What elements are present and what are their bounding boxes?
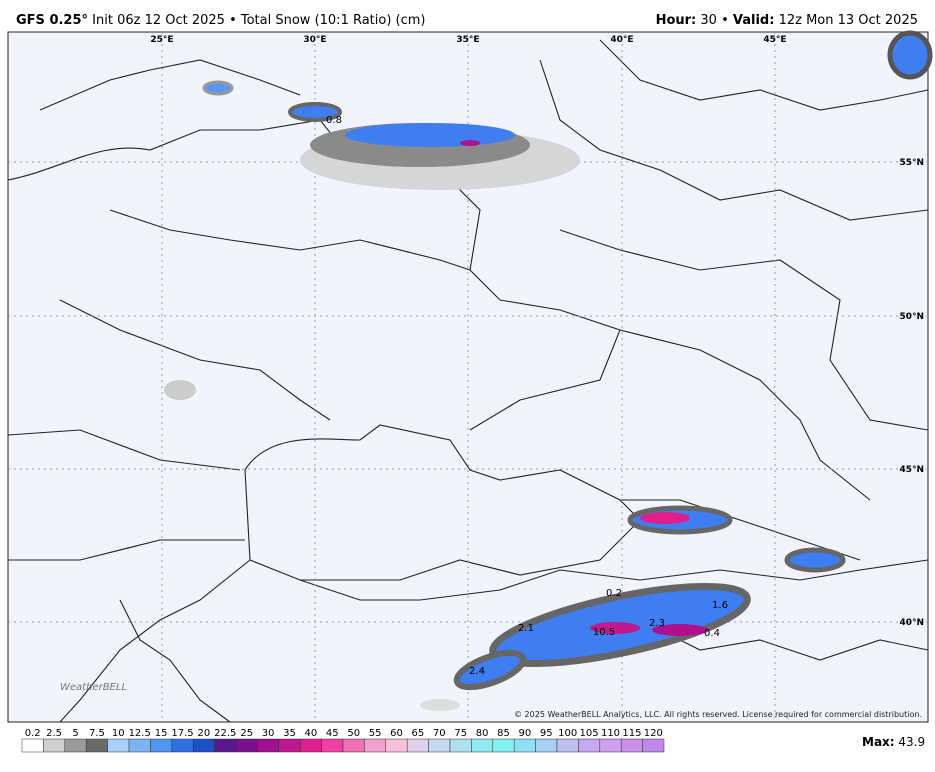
lon-label: 30°E [303,35,326,45]
legend-label: 5 [72,728,78,739]
legend-label: 10 [112,728,125,739]
legend-swatch [428,738,451,753]
lat-label: 50°N [899,312,924,322]
copyright: © 2025 WeatherBELL Analytics, LLC. All r… [514,710,922,719]
model: GFS 0.25° [16,13,88,28]
valid-value: 12z Mon 13 Oct 2025 [779,13,918,28]
legend-label: 2.5 [46,728,62,739]
legend-label: 120 [644,728,663,739]
legend-label: 35 [283,728,296,739]
legend-label: 85 [497,728,510,739]
legend-label: 7.5 [89,728,105,739]
legend-swatch [385,738,408,753]
coordinate-labels: 25°E 30°E 35°E 40°E 45°E 55°N 50°N 45°N 40°N [150,35,924,628]
lat-label: 55°N [899,158,924,168]
legend-swatch [578,738,601,753]
legend-label: 40 [305,728,318,739]
hour-value: 30 • [700,13,728,28]
legend-swatch [556,738,579,753]
legend-swatch [406,738,429,753]
legend-swatch [278,738,301,753]
lon-label: 35°E [456,35,479,45]
legend-label: 65 [412,728,425,739]
legend-label: 95 [540,728,553,739]
lat-label: 40°N [899,618,924,628]
legend-swatch [214,738,237,753]
legend-swatch [299,738,322,753]
point-labels: 0.8 0.2 2.1 10.5 2.3 0.4 2.4 1.6 [326,115,728,677]
legend-label: 105 [580,728,599,739]
point-label: 2.3 [649,618,665,629]
legend-label: 60 [390,728,403,739]
legend-label: 115 [622,728,641,739]
lon-label: 25°E [150,35,173,45]
max-label: Max: [862,735,895,749]
point-label: 2.1 [518,623,534,634]
legend: 0.2 2.5 5 7.5 10 12.5 15 17.5 20 22.5 25 30 35 40 45 50… [21,728,665,753]
legend-label: 20 [198,728,211,739]
legend-swatch [257,738,280,753]
point-label: 0.4 [704,628,720,639]
header-right: Hour: 30 • Valid: 12z Mon 13 Oct 2025 [656,13,918,28]
legend-swatch [43,738,66,753]
legend-swatch [64,738,87,753]
max: Max: 43.9 [862,735,925,749]
point-label: 0.2 [606,588,622,599]
point-label: 10.5 [593,627,615,638]
legend-swatch [364,738,387,753]
lat-label: 45°N [899,465,924,475]
legend-swatch [150,738,173,753]
header-left: GFS 0.25° Init 06z 12 Oct 2025 • Total S… [16,13,426,28]
legend-label: 25 [240,728,253,739]
legend-swatch [192,738,215,753]
legend-swatch [342,738,365,753]
lon-label: 45°E [763,35,786,45]
legend-label: 110 [601,728,620,739]
legend-swatch [128,738,151,753]
legend-swatch [599,738,622,753]
legend-swatch [235,738,258,753]
point-label: 2.4 [469,666,485,677]
legend-swatch [620,738,643,753]
legend-swatch [21,738,44,753]
lon-label: 40°E [610,35,633,45]
point-label: 1.6 [712,600,728,611]
hour-label: Hour: [656,13,697,28]
legend-label: 45 [326,728,339,739]
map: 25°E 30°E 35°E 40°E 45°E 55°N 50°N 45°N 40°N 0.8… [7,30,933,723]
legend-label: 22.5 [214,728,236,739]
init: Init 06z 12 Oct 2025 • Total Snow (10:1 … [92,13,425,28]
point-label: 0.8 [326,115,342,126]
legend-swatch [171,738,194,753]
legend-label: 30 [262,728,275,739]
legend-label: 12.5 [129,728,151,739]
legend-label: 70 [433,728,446,739]
legend-swatch [107,738,130,753]
borders [7,39,929,723]
logo: WeatherBELL [60,682,127,693]
legend-swatch [449,738,472,753]
legend-swatch [492,738,515,753]
legend-swatch [321,738,344,753]
legend-label: 55 [369,728,382,739]
snow-areas [164,30,933,711]
max-value: 43.9 [898,735,925,749]
legend-label: 50 [347,728,360,739]
legend-label: 100 [558,728,577,739]
legend-swatch [535,738,558,753]
legend-swatch [513,738,536,753]
legend-swatch [471,738,494,753]
legend-label: 15 [155,728,168,739]
legend-label: 90 [519,728,532,739]
legend-label: 75 [454,728,467,739]
legend-label: 80 [476,728,489,739]
legend-swatch [642,738,665,753]
legend-label: 0.2 [25,728,41,739]
legend-swatch [85,738,108,753]
valid-label: Valid: [733,13,775,28]
legend-label: 17.5 [171,728,193,739]
